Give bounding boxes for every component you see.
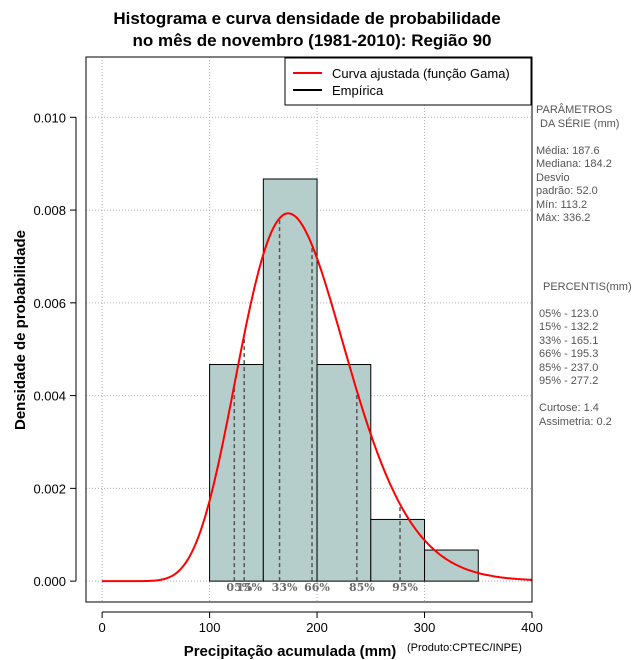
x-tick-label-2: 200: [306, 620, 328, 635]
percentile-label-66: 66%: [304, 581, 330, 594]
fitted-curve: [102, 212, 533, 583]
legend: Curva ajustada (função Gama) Empírica: [284, 57, 532, 106]
percentile-label-15: 15%: [236, 581, 262, 594]
params-header-line-2: DA SÉRIE (mm): [540, 117, 620, 130]
params-header-line-1: PARÂMETROS: [536, 104, 613, 116]
stat-skewness: Assimetria: 0.2: [539, 415, 612, 428]
legend-box: [284, 57, 532, 106]
spacer: [536, 294, 640, 308]
stat-max: Máx: 336.2: [536, 212, 591, 224]
x-tick-label-3: 300: [414, 620, 436, 635]
percentiles-header: PERCENTIS(mm): [543, 280, 632, 293]
percentile-label-95: 95%: [392, 581, 418, 594]
stat-p33: 33% - 165.1: [539, 334, 599, 347]
x-axis-label: Precipitação acumulada (mm): [184, 643, 397, 660]
y-tick-label-5: 0.010: [33, 110, 66, 125]
plot-frame: [85, 56, 533, 603]
stat-p15: 15% - 132.2: [539, 321, 599, 333]
x-tick-label-4: 400: [521, 620, 543, 635]
chart-title-line-1: Histograma e curva densidade de probabil…: [113, 9, 500, 28]
percentile-labels: 05%15% 33% 66% 85% 95%: [226, 581, 418, 594]
histogram-bar-3: [370, 518, 426, 582]
histogram-bar-1: [262, 178, 318, 582]
product-credit: (Produto:CPTEC/INPE): [407, 642, 522, 654]
stat-p85: 85% - 237.0: [539, 361, 599, 374]
spacer: [536, 131, 640, 145]
y-tick-label-1: 0.002: [33, 481, 66, 496]
stat-mean: Média: 187.6: [536, 144, 600, 157]
fitted-curve-group: [102, 212, 533, 583]
percentile-lines: [233, 218, 401, 582]
percentile-label-33: 33%: [272, 581, 298, 594]
y-axis-label: Densidade de probabilidade: [12, 230, 29, 430]
y-axis: 0.000 0.002 0.004 0.006 0.008 0.010: [33, 110, 77, 589]
spacer: [536, 389, 640, 403]
stat-median: Mediana: 184.2: [536, 158, 612, 170]
histogram-bar-4: [424, 549, 479, 582]
histogram-bars: [209, 178, 479, 582]
y-tick-label-3: 0.006: [33, 296, 66, 311]
legend-label-fitted: Curva ajustada (função Gama): [332, 66, 510, 81]
stat-sd-value: padrão: 52.0: [536, 185, 598, 197]
y-tick-label-2: 0.004: [33, 389, 66, 404]
spacer: [536, 226, 640, 281]
x-tick-label-0: 0: [99, 620, 106, 635]
y-tick-label-0: 0.000: [33, 574, 66, 589]
stat-p66: 66% - 195.3: [539, 348, 599, 360]
histogram-bar-2: [316, 364, 372, 582]
stat-sd-label: Desvio: [536, 171, 570, 184]
chart-title-line-2: no mês de novembro (1981-2010): Região 9…: [132, 31, 491, 50]
stat-p95: 95% - 277.2: [539, 375, 599, 387]
y-tick-label-4: 0.008: [33, 203, 66, 218]
series-stats-panel: PARÂMETROS DA SÉRIE (mm) Média: 187.6 Me…: [536, 104, 640, 429]
x-axis: 0 100 200 300 400: [99, 611, 543, 635]
percentile-label-05: 05%: [226, 581, 252, 594]
legend-label-empirical: Empírica: [332, 83, 384, 98]
percentile-label-85: 85%: [349, 581, 375, 594]
histogram-bar-0: [209, 364, 264, 582]
stat-p05: 05% - 123.0: [539, 307, 599, 320]
stat-kurtosis: Curtose: 1.4: [539, 402, 599, 414]
stat-min: Mín: 113.2: [536, 198, 588, 211]
x-tick-label-1: 100: [199, 620, 221, 635]
